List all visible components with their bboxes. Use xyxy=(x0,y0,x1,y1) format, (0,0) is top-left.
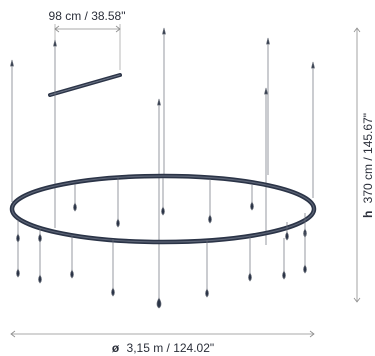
diameter-prefix: ø xyxy=(112,341,120,355)
diameter-label: ø 3,15 m / 124.02" xyxy=(112,341,214,355)
suspension-cables xyxy=(10,27,315,245)
diameter-value: 3,15 m / 124.02" xyxy=(127,341,215,355)
ring xyxy=(9,173,317,245)
height-value: 370 cm / 145.67" xyxy=(361,113,375,203)
diameter-dimension: ø 3,15 m / 124.02" xyxy=(10,330,315,355)
height-arrow-bottom xyxy=(353,297,361,303)
canopy-width-label: 98 cm / 38.58" xyxy=(49,9,126,23)
height-label: h 370 cm / 145.67" xyxy=(361,113,375,218)
height-prefix: h xyxy=(361,211,375,218)
diameter-arrow-right xyxy=(309,330,315,338)
diameter-arrow-left xyxy=(10,330,16,338)
height-arrow-top xyxy=(353,27,361,33)
canopy-bar xyxy=(48,73,122,97)
pendant-drops xyxy=(16,178,307,309)
canopy-width-dimension: 98 cm / 38.58" xyxy=(49,9,126,70)
height-dimension: h 370 cm / 145.67" xyxy=(353,27,375,303)
